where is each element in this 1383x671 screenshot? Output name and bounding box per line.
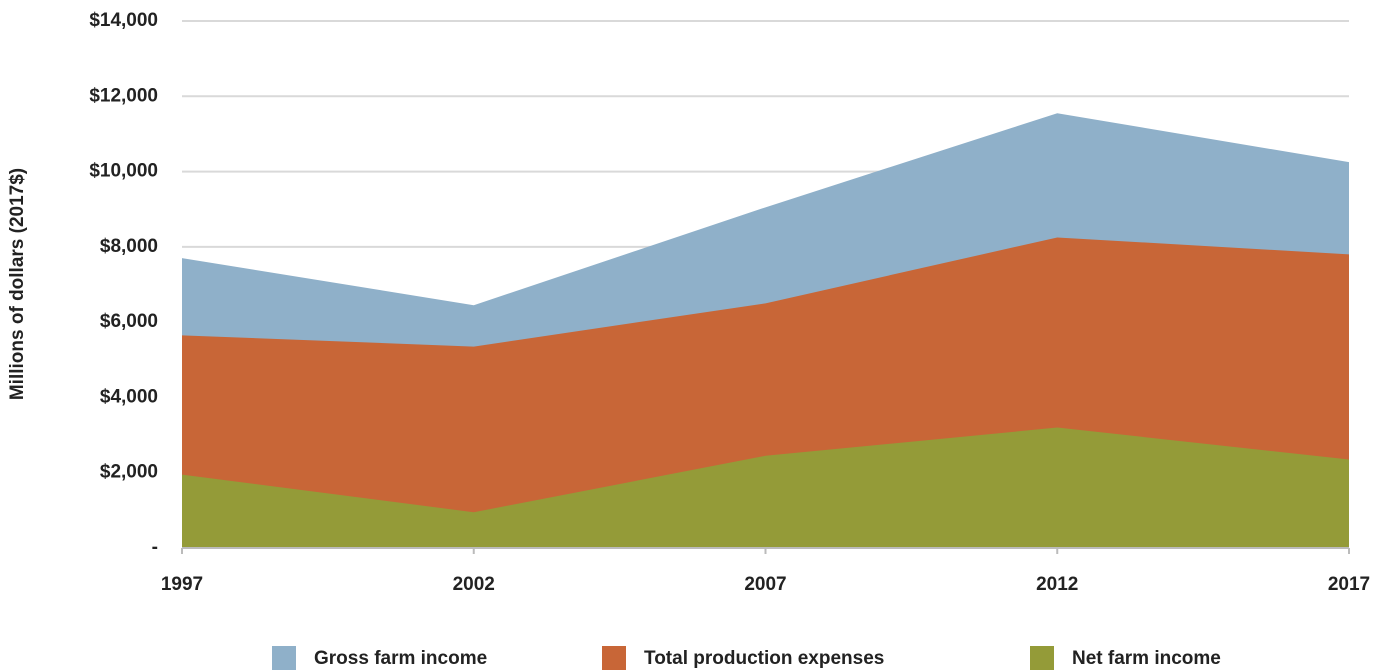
- x-tick-label: 2017: [1328, 574, 1370, 595]
- legend-label: Net farm income: [1072, 648, 1221, 669]
- x-tick-label: 2002: [453, 574, 495, 595]
- y-tick-label: $4,000: [100, 386, 158, 407]
- y-tick-label: $10,000: [89, 161, 158, 182]
- x-tick-label: 2012: [1036, 574, 1078, 595]
- y-axis-label: Millions of dollars (2017$): [7, 168, 28, 400]
- area: [182, 427, 1349, 548]
- x-tick-label: 2007: [744, 574, 786, 595]
- y-tick-label: -: [152, 537, 158, 558]
- legend-label: Total production expenses: [644, 648, 884, 669]
- y-tick-label: $12,000: [89, 85, 158, 106]
- y-tick-label: $6,000: [100, 311, 158, 332]
- x-tick-label: 1997: [161, 574, 203, 595]
- legend-swatch: [602, 646, 626, 670]
- y-tick-label: $14,000: [89, 10, 158, 31]
- legend-swatch: [1030, 646, 1054, 670]
- legend-label: Gross farm income: [314, 648, 487, 669]
- y-tick-label: $2,000: [100, 462, 158, 483]
- legend-swatch: [272, 646, 296, 670]
- y-tick-label: $8,000: [100, 236, 158, 257]
